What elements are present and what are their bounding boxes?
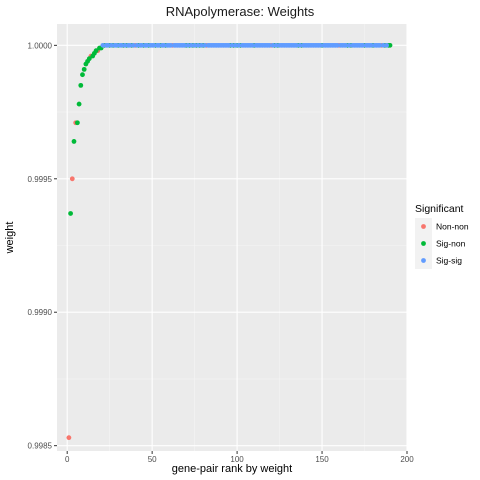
point-sig-sig xyxy=(144,42,150,48)
point-sig-non xyxy=(71,139,77,144)
point-sig-sig xyxy=(380,42,386,48)
point-sig-sig xyxy=(249,42,255,48)
point-sig-sig xyxy=(202,42,208,48)
point-sig-sig xyxy=(266,42,272,48)
point-sig-non xyxy=(68,211,73,216)
point-sig-sig xyxy=(105,42,111,48)
point-sig-sig xyxy=(270,42,276,48)
point-sig-sig xyxy=(229,42,235,48)
point-sig-sig xyxy=(317,42,323,48)
legend-swatch-sig-sig xyxy=(421,258,426,263)
point-sig-sig xyxy=(192,42,198,48)
point-sig-sig xyxy=(368,42,374,48)
point-sig-sig xyxy=(151,42,157,48)
point-sig-sig xyxy=(334,42,340,48)
legend-entries: Non-non Sig-non Sig-sig xyxy=(415,218,469,269)
point-sig-sig xyxy=(127,42,133,48)
point-sig-sig xyxy=(377,42,383,48)
y-tick-label: 0.9990 xyxy=(28,308,53,317)
point-sig-sig xyxy=(294,42,299,48)
point-sig-sig xyxy=(232,42,238,48)
point-sig-sig xyxy=(384,42,390,48)
point-sig-non xyxy=(86,56,92,62)
point-sig-sig xyxy=(195,42,201,48)
y-axis: 0.9985 0.9990 0.9995 1.0000 xyxy=(28,41,57,451)
point-sig-sig xyxy=(297,42,303,48)
point-sig-sig xyxy=(168,42,174,48)
x-axis: 0 50 100 150 200 xyxy=(65,451,414,464)
point-sig-sig xyxy=(182,42,187,48)
point-sig-sig xyxy=(236,42,242,48)
point-sig-non xyxy=(80,72,85,78)
point-sig-sig xyxy=(346,42,352,48)
legend-swatch-sig-non xyxy=(421,241,426,246)
point-non-non xyxy=(66,435,72,441)
point-sig-non xyxy=(387,42,393,48)
y-tick-label: 0.9995 xyxy=(28,175,53,184)
legend-label-non-non: Non-non xyxy=(436,222,469,232)
x-tick-label: 0 xyxy=(65,455,70,464)
x-tick-label: 150 xyxy=(315,455,329,464)
point-sig-sig xyxy=(226,42,232,48)
chart-title: RNApolymerase: Weights xyxy=(166,4,315,19)
point-sig-sig xyxy=(114,42,119,48)
legend-swatch-non-non xyxy=(421,224,426,229)
legend-label-sig-sig: Sig-sig xyxy=(436,256,462,266)
point-sig-sig xyxy=(185,42,191,48)
point-sig-sig xyxy=(108,42,114,48)
point-sig-non xyxy=(93,48,99,54)
x-axis-title: gene-pair rank by weight xyxy=(172,463,292,475)
y-tick-label: 1.0000 xyxy=(28,41,53,50)
legend-label-sig-non: Sig-non xyxy=(436,239,466,249)
point-sig-non xyxy=(76,101,82,107)
x-tick-label: 100 xyxy=(230,455,244,464)
point-sig-sig xyxy=(161,42,167,48)
point-sig-non xyxy=(78,82,84,88)
point-sig-non xyxy=(81,66,87,72)
plot-panel xyxy=(57,24,407,451)
point-sig-sig xyxy=(122,42,128,48)
point-sig-sig xyxy=(131,42,136,48)
point-sig-sig xyxy=(343,42,349,48)
legend: Significant Non-non Sig-non Sig-sig xyxy=(415,203,469,269)
point-sig-sig xyxy=(199,42,204,48)
point-sig-sig xyxy=(134,42,140,48)
grid-minor xyxy=(57,24,407,451)
x-tick-label: 50 xyxy=(148,455,157,464)
point-sig-sig xyxy=(119,42,124,48)
point-non-non xyxy=(69,176,75,182)
point-sig-non xyxy=(74,120,80,126)
point-sig-sig xyxy=(188,42,194,48)
point-sig-sig xyxy=(273,42,279,48)
point-sig-sig xyxy=(139,42,145,48)
point-sig-sig xyxy=(156,42,162,48)
data-points xyxy=(66,42,393,441)
legend-title: Significant xyxy=(415,203,464,215)
point-sig-sig xyxy=(360,42,366,48)
x-tick-label: 200 xyxy=(400,455,414,464)
y-axis-title: weight xyxy=(4,222,16,255)
point-sig-sig xyxy=(100,42,106,48)
y-tick-label: 0.9985 xyxy=(28,442,53,451)
